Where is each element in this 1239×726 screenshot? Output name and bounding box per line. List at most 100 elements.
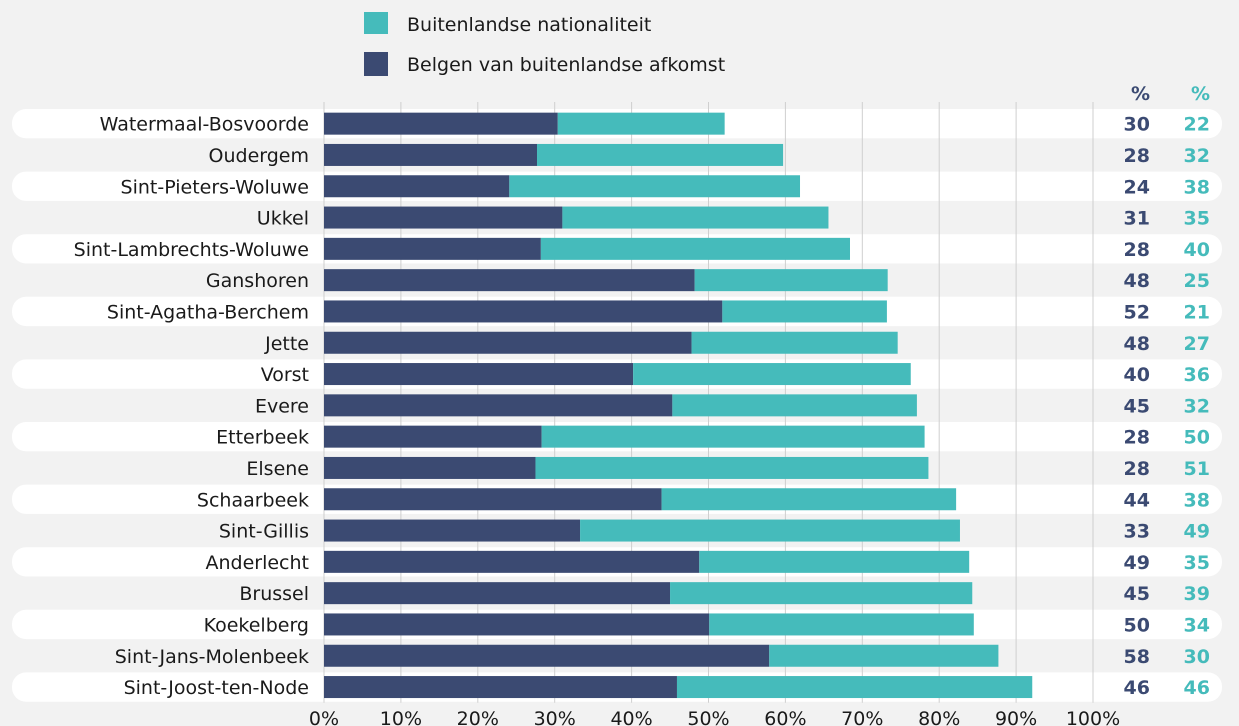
bar-foreign-anderlecht [699, 550, 970, 573]
bar-foreign-sint-gillis [580, 519, 960, 542]
legend-swatch-foreign-nationality [364, 12, 388, 34]
category-label: Anderlecht [205, 552, 309, 574]
x-tick-label: 70% [841, 708, 883, 726]
value-label-origin: 24 [1124, 176, 1150, 198]
value-label-foreign: 38 [1184, 489, 1210, 511]
legend-swatch-belgian-foreign-origin [364, 52, 388, 76]
category-label: Jette [264, 333, 309, 355]
value-label-foreign: 34 [1184, 614, 1210, 636]
value-label-foreign: 30 [1184, 646, 1210, 668]
category-label: Sint-Lambrechts-Woluwe [74, 239, 309, 261]
bar-origin-vorst [324, 363, 634, 386]
value-column-header: % [1131, 83, 1150, 105]
bar-foreign-watermaal-bosvoorde [557, 112, 725, 135]
value-label-foreign: 38 [1184, 176, 1210, 198]
bar-origin-sint-lambrechts-woluwe [324, 237, 541, 260]
value-label-foreign: 50 [1184, 427, 1210, 449]
bar-origin-etterbeek [324, 425, 542, 448]
value-label-foreign: 25 [1184, 270, 1210, 292]
value-label-foreign: 22 [1184, 114, 1210, 136]
legend: Buitenlandse nationaliteit Belgen van bu… [364, 12, 725, 76]
value-label-origin: 44 [1124, 489, 1150, 511]
value-columns: % % 30 22 28 32 24 38 31 35 28 40 48 25 52 21 48 27 40 36 45… [1124, 83, 1210, 699]
category-label: Ukkel [257, 208, 309, 230]
value-label-origin: 49 [1124, 552, 1150, 574]
value-label-origin: 40 [1124, 364, 1150, 386]
legend-label-foreign-nationality: Buitenlandse nationaliteit [407, 14, 651, 36]
value-label-foreign: 46 [1184, 677, 1210, 699]
x-tick-label: 80% [918, 708, 960, 726]
x-tick-label: 10% [380, 708, 422, 726]
bar-origin-anderlecht [324, 550, 700, 573]
category-label: Koekelberg [204, 614, 309, 636]
category-label: Elsene [246, 458, 309, 480]
value-label-origin: 46 [1124, 677, 1150, 699]
value-label-origin: 28 [1124, 458, 1150, 480]
bar-foreign-schaarbeek [661, 488, 957, 511]
bar-origin-sint-gillis [324, 519, 581, 542]
x-tick-label: 60% [764, 708, 806, 726]
value-label-origin: 58 [1124, 646, 1150, 668]
value-label-foreign: 36 [1184, 364, 1210, 386]
value-label-foreign: 27 [1184, 333, 1210, 355]
category-label: Etterbeek [216, 427, 309, 449]
bar-origin-evere [324, 394, 673, 417]
x-tick-label: 90% [995, 708, 1037, 726]
category-label: Brussel [239, 583, 309, 605]
bar-foreign-elsene [535, 456, 929, 479]
category-label: Sint-Pieters-Woluwe [121, 176, 309, 198]
category-label: Sint-Jans-Molenbeek [115, 646, 309, 668]
bar-origin-schaarbeek [324, 488, 662, 511]
bar-origin-sint-jans-molenbeek [324, 644, 770, 667]
category-label: Evere [255, 395, 309, 417]
x-tick-label: 0% [309, 708, 339, 726]
value-label-origin: 33 [1124, 521, 1150, 543]
x-tick-labels: 0% 10% 20% 30% 40% 50% 60% 70% 80% 90% 100% [309, 708, 1120, 726]
value-label-origin: 52 [1124, 301, 1150, 323]
value-label-foreign: 32 [1184, 145, 1210, 167]
bar-foreign-koekelberg [709, 613, 974, 636]
value-label-origin: 28 [1124, 239, 1150, 261]
bar-foreign-vorst [633, 363, 911, 386]
bar-foreign-brussel [670, 582, 973, 605]
category-label: Sint-Joost-ten-Node [124, 677, 309, 699]
value-column-header: % [1191, 83, 1210, 105]
legend-label-belgian-foreign-origin: Belgen van buitenlandse afkomst [407, 54, 725, 76]
bar-foreign-sint-pieters-woluwe [509, 175, 801, 198]
value-label-foreign: 32 [1184, 395, 1210, 417]
value-label-origin: 45 [1124, 395, 1150, 417]
x-tick-label: 40% [610, 708, 652, 726]
bar-foreign-ganshoren [694, 269, 888, 292]
value-label-origin: 31 [1124, 208, 1150, 230]
bar-foreign-oudergem [537, 143, 784, 166]
x-tick-label: 100% [1066, 708, 1120, 726]
category-label: Ganshoren [206, 270, 309, 292]
x-tick-label: 50% [687, 708, 729, 726]
x-tick-label: 30% [534, 708, 576, 726]
bar-foreign-evere [672, 394, 917, 417]
value-label-origin: 48 [1124, 270, 1150, 292]
bar-origin-sint-agatha-berchem [324, 300, 723, 323]
bar-origin-koekelberg [324, 613, 710, 636]
value-label-foreign: 35 [1184, 552, 1210, 574]
category-label: Oudergem [209, 145, 309, 167]
bar-origin-sint-pieters-woluwe [324, 175, 510, 198]
value-label-origin: 48 [1124, 333, 1150, 355]
x-tick-label: 20% [457, 708, 499, 726]
value-label-foreign: 21 [1184, 301, 1210, 323]
value-label-origin: 28 [1124, 427, 1150, 449]
category-label: Vorst [261, 364, 309, 386]
bar-origin-jette [324, 331, 692, 354]
category-label: Sint-Gillis [219, 521, 309, 543]
bar-foreign-ukkel [562, 206, 829, 229]
category-label: Sint-Agatha-Berchem [107, 301, 309, 323]
value-label-foreign: 51 [1184, 458, 1210, 480]
bar-origin-elsene [324, 456, 536, 479]
bar-origin-watermaal-bosvoorde [324, 112, 558, 135]
bar-origin-sint-joost-ten-node [324, 676, 677, 699]
bar-foreign-sint-joost-ten-node [676, 676, 1033, 699]
bar-foreign-sint-jans-molenbeek [769, 644, 999, 667]
bar-origin-oudergem [324, 143, 538, 166]
category-label: Watermaal-Bosvoorde [100, 114, 309, 136]
